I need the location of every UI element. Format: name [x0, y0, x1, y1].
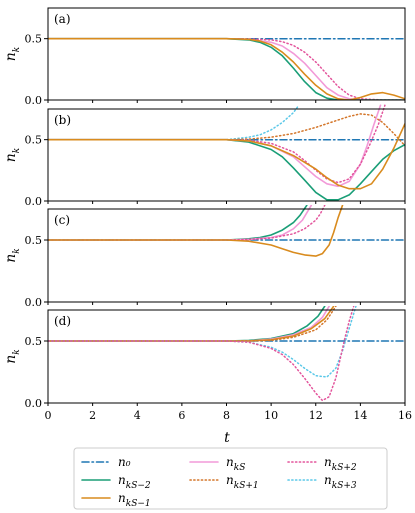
y-axis-title: nk — [3, 349, 22, 364]
x-tick-label: 8 — [223, 409, 230, 422]
panel-d: 0.0 0.5 (d) nk — [3, 306, 406, 410]
y-tick-label: 0.0 — [25, 195, 43, 208]
y-tick-label: 0.5 — [25, 335, 43, 348]
series-line-nks_m2 — [48, 205, 308, 241]
series-line-nks_m2 — [48, 138, 405, 201]
series-line-nks_p2 — [48, 104, 386, 184]
series-line-nks_p1 — [48, 113, 405, 147]
legend-entry-n0: n₀ — [81, 455, 131, 469]
legend-frame — [73, 447, 388, 510]
panel-frame — [47, 309, 406, 404]
panel-b: 0.0 0.5 (b) nk — [3, 104, 406, 208]
y-tick-label: 0.0 — [25, 94, 43, 107]
panel-label: (a) — [54, 12, 71, 26]
panel-frame — [47, 7, 406, 101]
series-line-nks_p2 — [48, 37, 405, 100]
x-axis: 0 2 4 6 8 10 12 14 16 — [45, 409, 413, 422]
y-tick-label: 0.0 — [25, 296, 43, 309]
legend-label: nkS — [226, 455, 245, 473]
legend-label: nkS+2 — [324, 455, 357, 473]
series-line-nks_p3 — [48, 105, 299, 141]
y-tick-label: 0.5 — [25, 134, 43, 147]
x-tick-label: 4 — [134, 409, 141, 422]
series-line-nks — [48, 104, 382, 188]
x-tick-label: 14 — [353, 409, 367, 422]
x-tick-label: 6 — [178, 409, 185, 422]
legend-label: nkS−1 — [118, 491, 151, 509]
y-tick-label: 0.5 — [25, 234, 43, 247]
legend-label: nkS−2 — [118, 473, 151, 491]
legend-entry-nks_p2: nkS+2 — [287, 455, 357, 473]
panel-frame — [47, 208, 406, 303]
x-tick-label: 0 — [45, 409, 52, 422]
legend-label: n₀ — [118, 455, 131, 469]
x-tick-label: 2 — [89, 409, 96, 422]
y-axis-title: nk — [3, 148, 22, 163]
y-axis-title: nk — [3, 47, 22, 62]
panel-a: 0.0 0.5 (a) nk — [3, 7, 406, 107]
legend-label: nkS+3 — [324, 473, 357, 491]
y-tick-label: 0.5 — [25, 33, 43, 46]
legend-entry-nks_m1: nkS−1 — [81, 491, 151, 509]
legend-entry-nks_m2: nkS−2 — [81, 473, 151, 491]
legend-entry-nks_p1: nkS+1 — [189, 473, 259, 491]
series-line-nks_m2 — [48, 37, 405, 100]
y-axis-title: nk — [3, 248, 22, 263]
x-tick-label: 10 — [264, 409, 278, 422]
x-tick-label: 12 — [309, 409, 323, 422]
series-line-nks — [48, 306, 330, 342]
panel-c: 0.0 0.5 (c) nk — [3, 205, 406, 309]
panels-layer: 0.0 0.5 (a) nk 0.0 0.5 (b) nk 0.0 0.5 (c) nk 0.0 0.5 (… — [3, 7, 406, 410]
series-line-nks_m1 — [48, 205, 344, 257]
legend-entry-nks_p3: nkS+3 — [287, 473, 357, 491]
panel-frame — [47, 108, 406, 202]
panel-label: (c) — [54, 213, 70, 227]
y-tick-label: 0.0 — [25, 397, 43, 410]
series-line-nks_p2 — [48, 306, 355, 402]
series-line-nks_m1 — [48, 122, 405, 190]
panel-label: (b) — [54, 113, 71, 127]
series-line-nks_m1 — [48, 306, 335, 342]
series-line-nks_m2 — [48, 306, 326, 342]
x-tick-label: 16 — [398, 409, 412, 422]
panel-label: (d) — [54, 314, 71, 328]
x-axis-title: t — [224, 430, 230, 446]
series-line-nks — [48, 37, 405, 100]
series-line-nks_m1 — [48, 37, 405, 100]
legend-label: nkS+1 — [226, 473, 259, 491]
legend-entry-nks: nkS — [189, 455, 245, 473]
